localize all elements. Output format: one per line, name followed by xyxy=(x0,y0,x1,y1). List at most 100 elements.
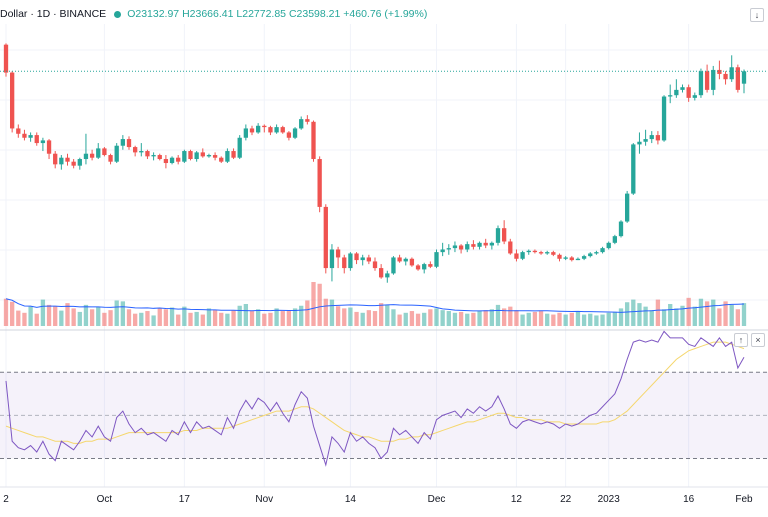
volume-bar xyxy=(139,312,144,326)
candle-body xyxy=(348,253,353,269)
volume-bar xyxy=(40,299,46,326)
candle-body xyxy=(434,252,439,267)
candle-body xyxy=(89,153,95,158)
candle-body xyxy=(446,248,451,250)
candle xyxy=(409,257,415,267)
collapse-pane-button[interactable]: ↓ xyxy=(750,8,764,22)
volume-bar xyxy=(200,314,205,326)
volume-moving-average-line xyxy=(5,298,745,313)
candle-body xyxy=(335,249,341,258)
high-value: H23666.41 xyxy=(182,8,234,20)
volume-bars xyxy=(3,282,747,326)
volume-bar xyxy=(711,299,716,326)
candle-body xyxy=(501,228,507,242)
volume-bar xyxy=(446,311,451,326)
candle-body xyxy=(249,128,255,133)
volume-bar xyxy=(458,311,464,326)
candle-body xyxy=(274,127,279,133)
candle xyxy=(163,155,169,169)
candle xyxy=(606,241,611,250)
candle xyxy=(65,153,70,166)
candle xyxy=(120,135,126,150)
candle-body xyxy=(219,157,224,162)
volume-bar xyxy=(280,311,285,326)
candle-body xyxy=(132,147,138,153)
candle xyxy=(182,149,187,164)
candle xyxy=(114,143,119,164)
candle-body xyxy=(96,148,101,158)
volume-bar xyxy=(649,310,654,326)
volume-bar xyxy=(729,304,734,326)
candle-body xyxy=(83,153,89,160)
arrow-up-icon: ↑ xyxy=(738,335,744,345)
volume-bar xyxy=(22,312,27,326)
volume-bar xyxy=(231,310,236,326)
candle xyxy=(126,136,132,150)
candle xyxy=(243,124,249,141)
candle xyxy=(46,139,52,160)
candle xyxy=(77,157,82,170)
candle-body xyxy=(538,252,544,254)
volume-bar xyxy=(188,312,193,326)
volume-bar xyxy=(551,314,556,326)
candle xyxy=(176,155,181,165)
candle-body xyxy=(317,159,322,207)
candle-body xyxy=(40,140,46,144)
symbol-title[interactable]: Dollar · 1D · BINANCE xyxy=(0,8,107,20)
candle xyxy=(299,116,304,130)
time-axis-tick-label: 2023 xyxy=(598,494,621,505)
candle xyxy=(704,64,710,93)
time-axis[interactable]: 2 Oct 17 Nov 14 Dec 12 22 2023 16 Feb xyxy=(3,494,753,505)
volume-bar xyxy=(631,299,636,326)
candle xyxy=(194,151,199,162)
candle-body xyxy=(120,139,126,146)
volume-bar xyxy=(372,311,378,326)
volume-bar xyxy=(668,304,673,326)
volume-bar xyxy=(163,309,169,326)
candle xyxy=(292,127,298,140)
candle-body xyxy=(200,152,205,157)
candle-body xyxy=(108,155,113,162)
candle-body xyxy=(643,139,648,142)
volume-bar xyxy=(514,310,519,326)
candle-body xyxy=(471,244,476,247)
rsi-line xyxy=(5,330,745,467)
candle xyxy=(698,68,704,98)
low-value: L22772.85 xyxy=(236,8,287,20)
candlesticks[interactable] xyxy=(3,43,747,283)
candle xyxy=(692,92,697,101)
candle-body xyxy=(231,151,236,158)
candle xyxy=(280,125,285,134)
candle xyxy=(735,64,741,93)
volume-bar xyxy=(600,314,605,326)
volume-bar xyxy=(403,312,408,326)
candle xyxy=(538,250,544,255)
candle-body xyxy=(372,261,378,269)
change-value: +460.76 (+1.99%) xyxy=(343,8,428,20)
open-value: O23132.97 xyxy=(127,8,180,20)
candle xyxy=(102,147,107,157)
volume-bar xyxy=(77,311,82,326)
candle-body xyxy=(378,268,384,278)
volume-bar xyxy=(680,305,685,326)
move-pane-up-button[interactable]: ↑ xyxy=(734,333,748,347)
candle-body xyxy=(305,119,310,122)
volume-bar xyxy=(335,306,341,326)
candle-body xyxy=(483,242,488,246)
candle-body xyxy=(600,248,605,253)
volume-bar xyxy=(588,313,593,326)
close-pane-button[interactable]: × xyxy=(751,333,765,347)
volume-bar xyxy=(342,308,347,326)
volume-bar xyxy=(292,308,298,326)
candle xyxy=(637,132,642,154)
volume-bar xyxy=(71,308,76,326)
volume-bar xyxy=(655,299,661,326)
candle-body xyxy=(102,148,107,156)
volume-bar xyxy=(317,283,322,326)
candle xyxy=(557,253,562,262)
candle-body xyxy=(661,96,667,141)
candle-body xyxy=(452,245,458,249)
candle xyxy=(397,254,402,263)
